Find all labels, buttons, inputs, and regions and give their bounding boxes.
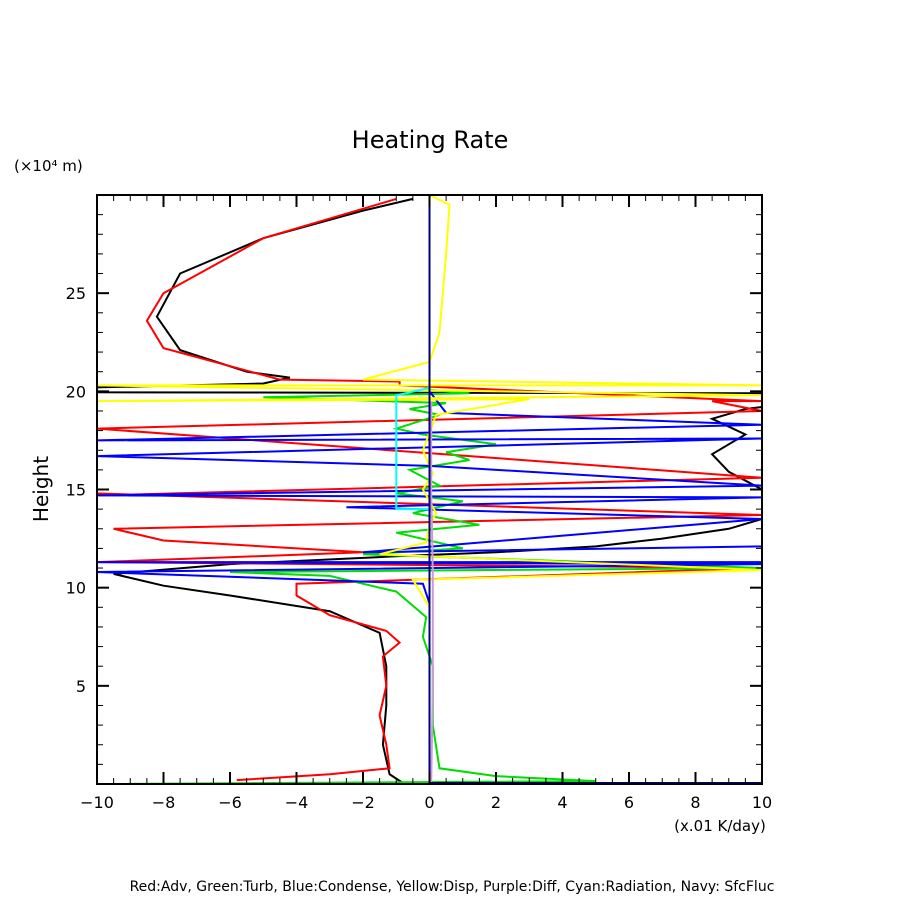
x-tick-label: −10 — [80, 793, 114, 812]
x-tick-label: 8 — [690, 793, 700, 812]
x-tick-label: 2 — [491, 793, 501, 812]
x-tick-label: 10 — [752, 793, 772, 812]
series-line-disp — [96, 194, 763, 784]
x-tick-label: 0 — [424, 793, 434, 812]
x-tick-label: −6 — [218, 793, 242, 812]
y-tick-label: 20 — [66, 382, 86, 401]
chart-title: Heating Rate — [352, 126, 509, 154]
y-axis-label: Height — [29, 456, 53, 522]
x-tick-label: −4 — [285, 793, 309, 812]
series-line-adv — [96, 197, 763, 782]
y-tick-label: 5 — [76, 677, 86, 696]
legend-text: Red:Adv, Green:Turb, Blue:Condense, Yell… — [130, 879, 775, 895]
plot-frame — [96, 194, 763, 785]
series-line-turb — [96, 388, 763, 785]
y-tick-label: 15 — [66, 481, 86, 500]
x-tick-label: −2 — [351, 793, 375, 812]
series-layer — [96, 194, 763, 785]
x-tick-label: −8 — [152, 793, 176, 812]
series-line-radiation — [395, 386, 430, 511]
ticks-layer: −10 −8 −6 −4 −2 0 2 4 6 8 10 5 10 15 20 25 — [66, 195, 772, 812]
x-tick-label: 4 — [557, 793, 567, 812]
x-tick-label: 6 — [624, 793, 634, 812]
y-tick-label: 25 — [66, 284, 86, 303]
series-line-diff — [430, 401, 434, 785]
y-tick-label: 10 — [66, 579, 86, 598]
y-unit-label: (×10⁴ m) — [14, 157, 83, 175]
series-line-condense — [96, 390, 763, 604]
x-axis-unit-label: (x.01 K/day) — [674, 817, 766, 835]
